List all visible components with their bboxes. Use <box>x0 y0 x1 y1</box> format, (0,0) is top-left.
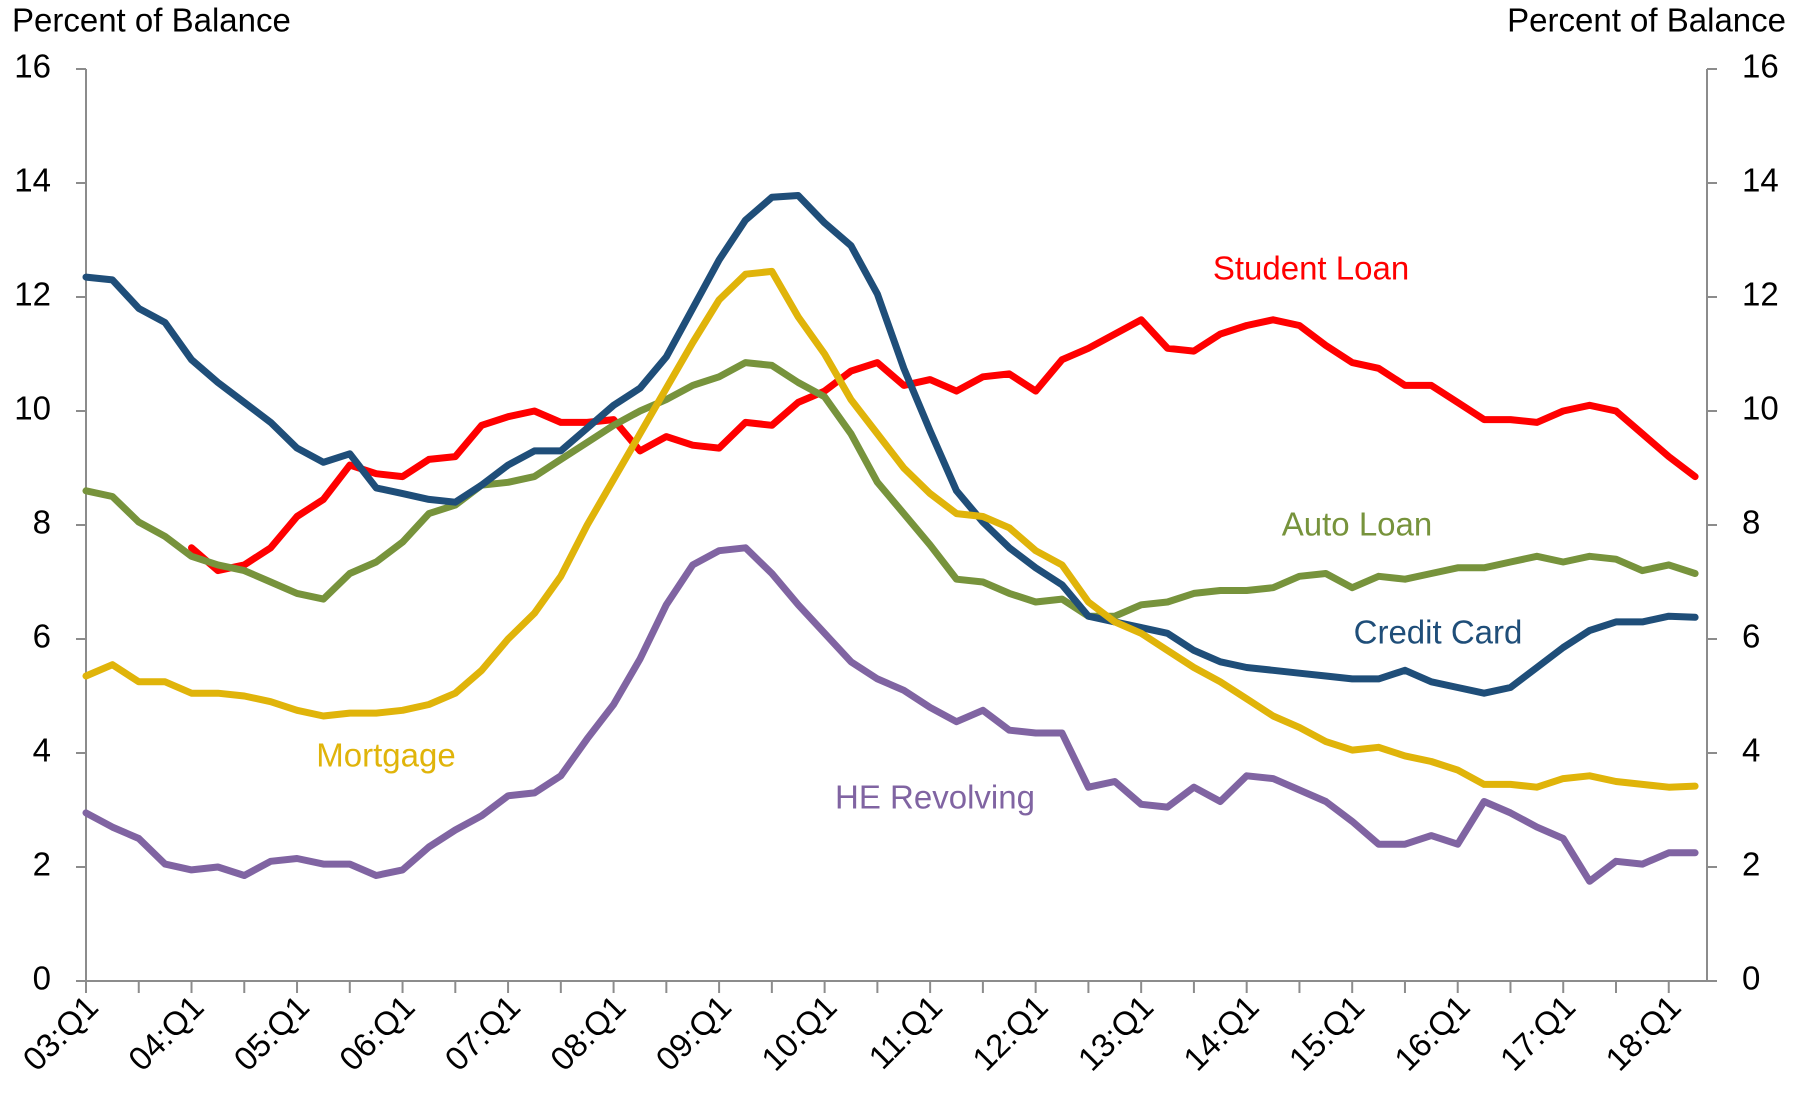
y2-tick-label: 6 <box>1742 618 1760 655</box>
y2-tick-label: 0 <box>1742 960 1760 997</box>
x-tick-label: 08:Q1 <box>543 988 633 1078</box>
y2-tick-label: 14 <box>1742 162 1779 199</box>
y2-tick-label: 8 <box>1742 504 1760 541</box>
x-tick-label: 06:Q1 <box>332 988 422 1078</box>
y-tick-label: 16 <box>14 48 51 85</box>
series-label: Auto Loan <box>1282 506 1432 543</box>
y-tick-label: 12 <box>14 276 51 313</box>
series-label: Credit Card <box>1354 614 1523 651</box>
x-tick-label: 17:Q1 <box>1493 988 1583 1078</box>
y2-tick-label: 4 <box>1742 732 1760 769</box>
x-tick-label: 05:Q1 <box>226 988 316 1078</box>
y-tick-label: 8 <box>33 504 51 541</box>
x-tick-label: 11:Q1 <box>861 988 949 1076</box>
y2-tick-label: 12 <box>1742 276 1779 313</box>
x-tick-label: 16:Q1 <box>1387 988 1477 1078</box>
y-tick-label: 10 <box>14 390 51 427</box>
y2-tick-label: 16 <box>1742 48 1779 85</box>
x-tick-label: 14:Q1 <box>1176 988 1266 1078</box>
x-tick-label: 13:Q1 <box>1071 988 1161 1078</box>
series-label: HE Revolving <box>835 779 1035 816</box>
x-tick-label: 03:Q1 <box>15 988 105 1078</box>
x-tick-label: 09:Q1 <box>648 988 738 1078</box>
y2-axis-title: Percent of Balance <box>1507 2 1786 39</box>
series-label: Mortgage <box>316 737 455 774</box>
x-tick-label: 15:Q1 <box>1282 988 1372 1078</box>
series-line <box>82 544 1699 885</box>
y-tick-label: 4 <box>33 732 51 769</box>
series-line <box>82 359 1699 620</box>
series-line <box>188 316 1699 575</box>
x-tick-label: 10:Q1 <box>754 988 844 1078</box>
x-tick-label: 18:Q1 <box>1598 988 1688 1078</box>
y-tick-label: 2 <box>33 846 51 883</box>
y-axis-title: Percent of Balance <box>12 2 291 39</box>
series-line <box>82 192 1699 697</box>
y-tick-label: 6 <box>33 618 51 655</box>
y-tick-label: 14 <box>14 162 51 199</box>
series-label: Student Loan <box>1213 250 1409 287</box>
y2-tick-label: 10 <box>1742 390 1779 427</box>
x-tick-label: 12:Q1 <box>965 988 1055 1078</box>
x-tick-label: 04:Q1 <box>121 988 211 1078</box>
x-tick-label: 07:Q1 <box>437 988 527 1078</box>
y-tick-label: 0 <box>33 960 51 997</box>
series-line <box>82 267 1699 791</box>
y2-tick-label: 2 <box>1742 846 1760 883</box>
